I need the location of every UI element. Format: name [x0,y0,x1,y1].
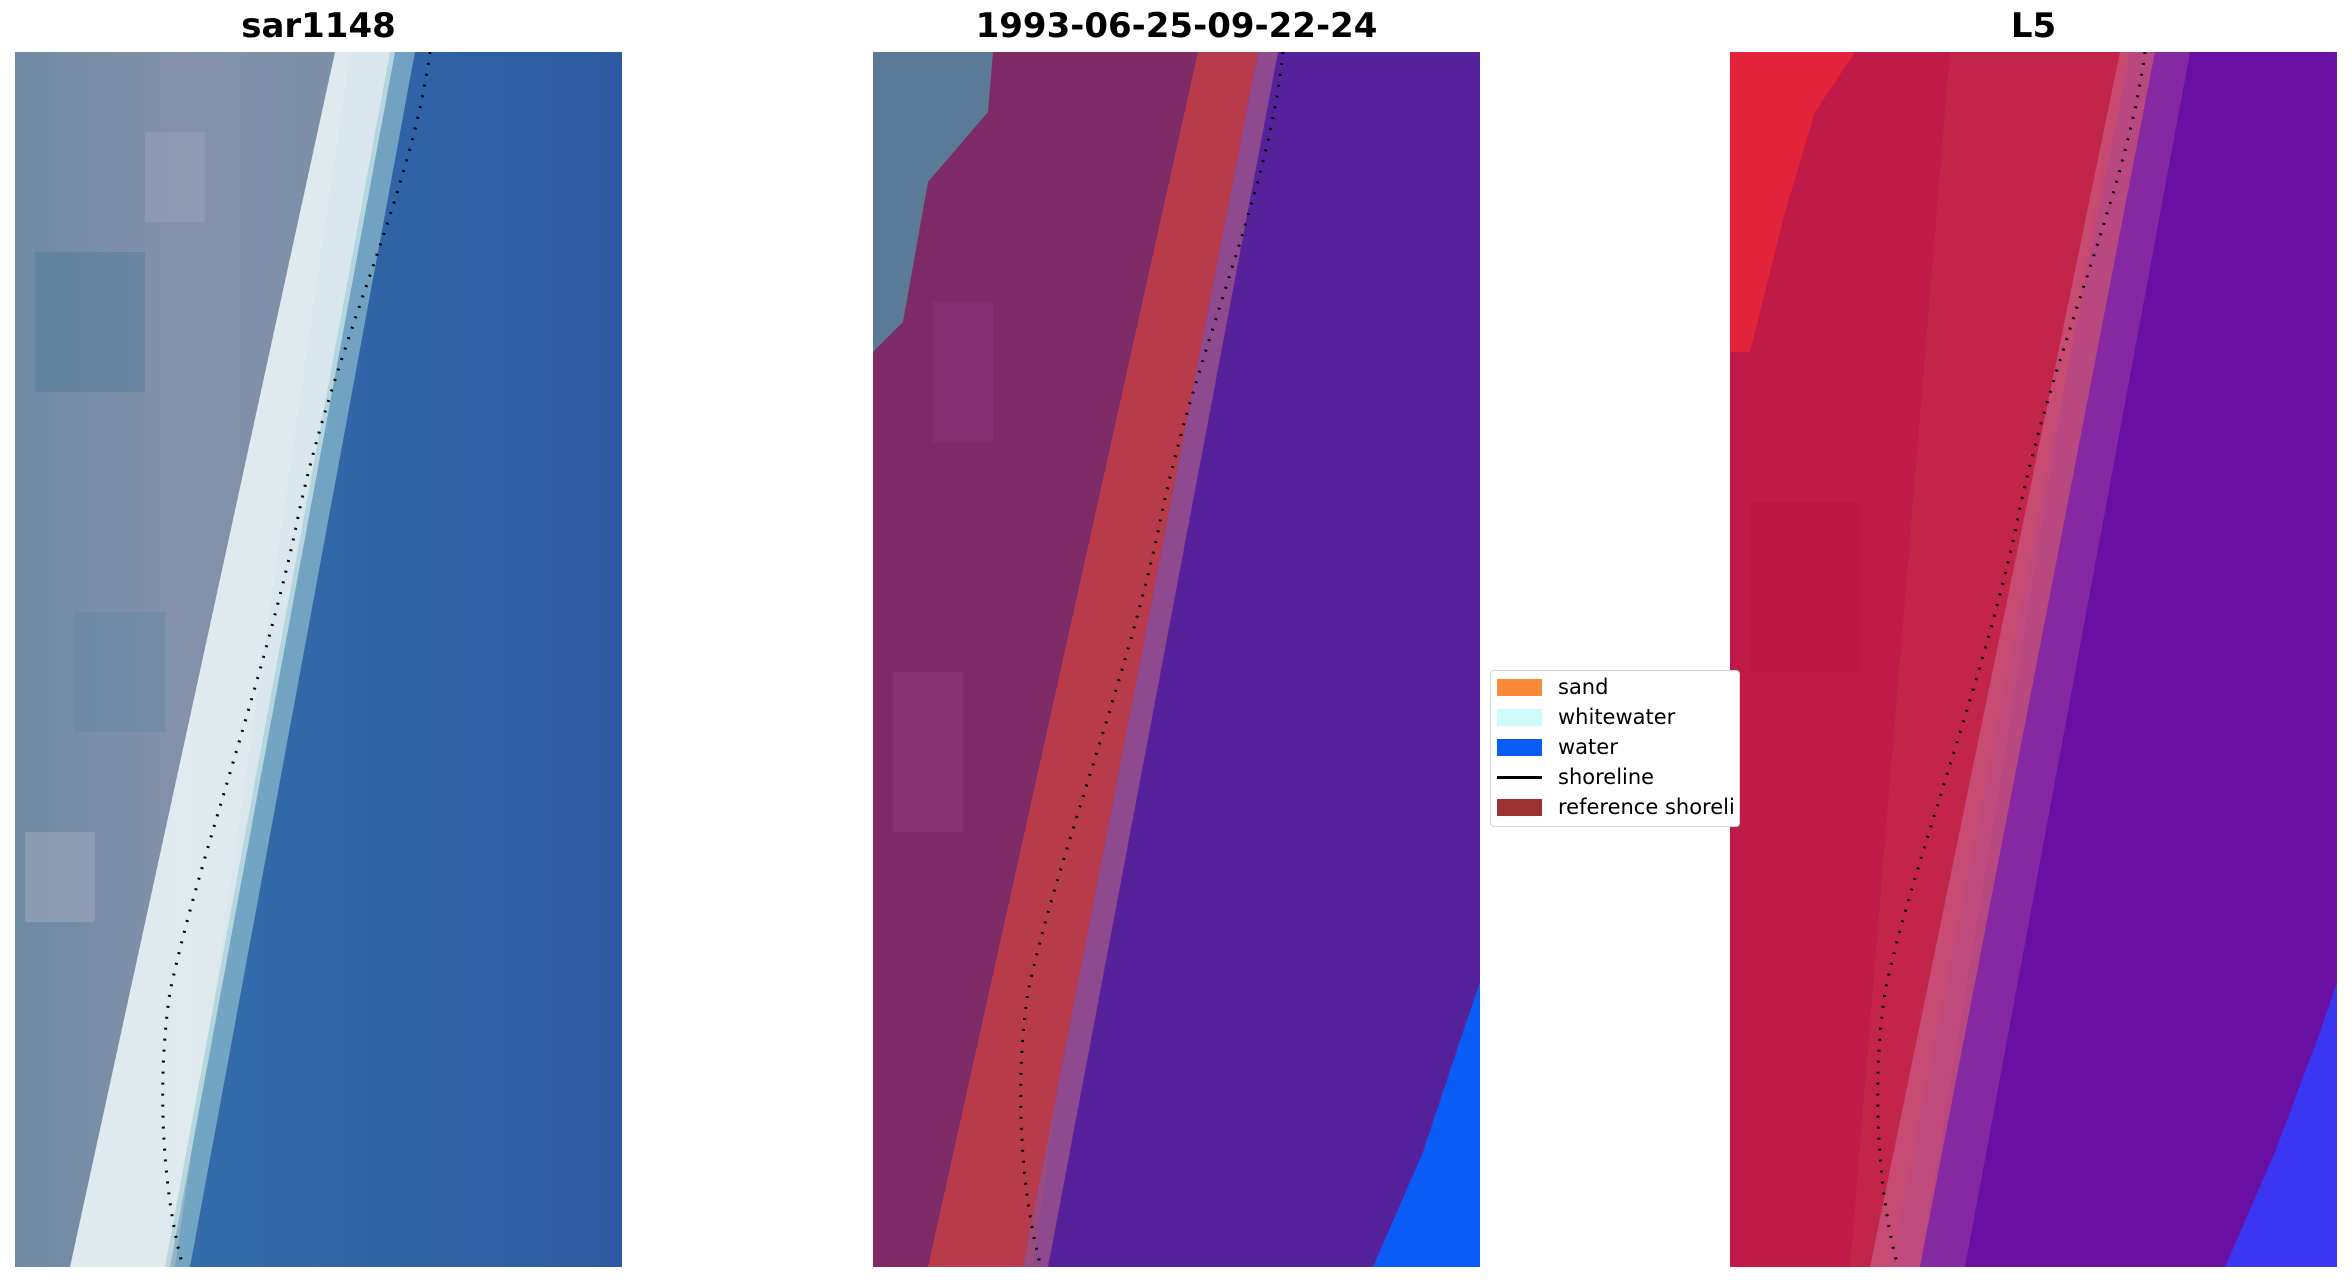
index-land-region [1730,52,2130,1267]
legend-swatch-whitewater [1497,708,1542,726]
class-reference-band [928,52,1258,1267]
legend-label-reference-shoreline: reference shoreli [1558,795,1735,819]
legend-item-sand: sand [1497,673,1608,701]
rgb-whitewater-band [70,52,395,1267]
index-water-bright-corner [2225,982,2337,1267]
legend-label-shoreline: shoreline [1558,765,1655,789]
legend-item-whitewater: whitewater [1497,703,1675,731]
legend: sand whitewater water shoreline referenc… [1490,670,1740,827]
index-shoreline-line [1876,52,2147,1267]
index-panel [1730,52,2337,1267]
class-shoreline-line [1019,52,1285,1267]
legend-swatch-shoreline [1497,775,1542,779]
panel-title-classification: 1993-06-25-09-22-24 [975,6,1378,46]
classification-panel [873,52,1480,1267]
legend-label-whitewater: whitewater [1558,705,1676,729]
rgb-land-region [15,52,350,1267]
panel-title-index: L5 [2010,6,2057,46]
legend-item-water: water [1497,733,1618,761]
class-water-bright-corner [1373,982,1480,1267]
legend-label-water: water [1558,735,1618,759]
legend-label-sand: sand [1558,675,1609,699]
legend-item-reference-shoreline: reference shoreli [1497,793,1735,821]
legend-item-shoreline: shoreline [1497,763,1654,791]
rgb-image-panel [15,52,622,1267]
legend-swatch-sand [1497,678,1542,696]
legend-swatch-water [1497,738,1542,756]
panel-title-rgb: sar1148 [241,6,396,46]
legend-swatch-reference-shoreline [1497,798,1542,816]
rgb-shoreline-line [161,52,432,1267]
